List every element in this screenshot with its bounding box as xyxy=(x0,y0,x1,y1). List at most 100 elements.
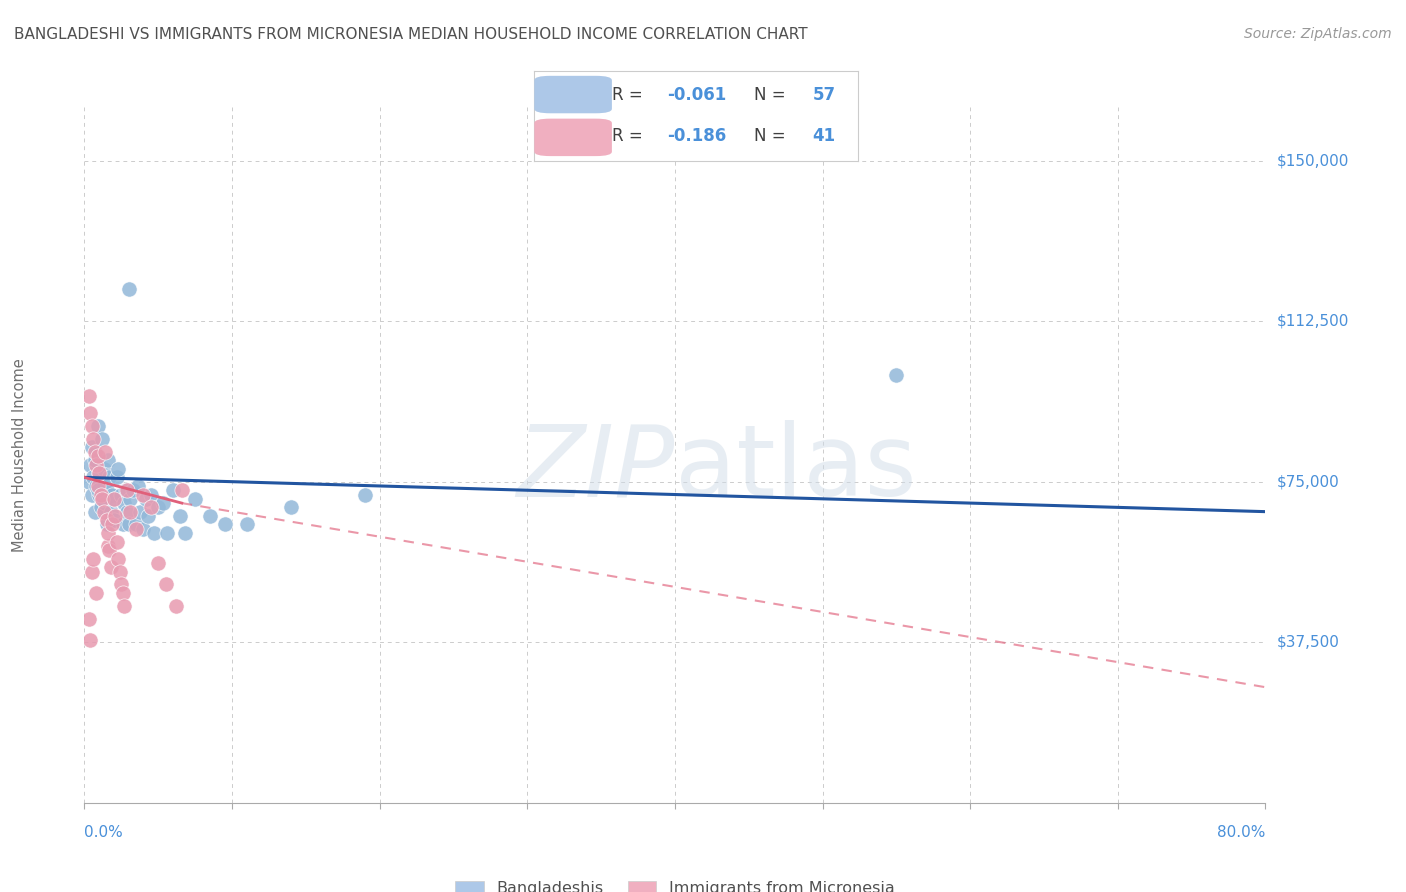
Point xyxy=(169,508,191,523)
Text: -0.186: -0.186 xyxy=(666,128,725,145)
Point xyxy=(91,491,114,506)
Text: 80.0%: 80.0% xyxy=(1218,825,1265,840)
Point xyxy=(96,513,118,527)
Point xyxy=(162,483,184,498)
Point xyxy=(125,522,148,536)
Text: -0.061: -0.061 xyxy=(666,87,725,104)
Point xyxy=(105,470,128,484)
Point xyxy=(91,432,114,446)
Point xyxy=(98,543,121,558)
Point xyxy=(83,505,105,519)
Point xyxy=(86,419,108,434)
Point xyxy=(198,508,221,523)
Point xyxy=(101,487,124,501)
Point xyxy=(112,599,135,613)
Text: R =: R = xyxy=(612,128,648,145)
Text: ZIP: ZIP xyxy=(516,420,675,517)
Point xyxy=(107,462,129,476)
Point xyxy=(93,462,115,476)
Point xyxy=(84,458,107,472)
Point xyxy=(184,491,207,506)
Text: 0.0%: 0.0% xyxy=(84,825,124,840)
Point xyxy=(135,491,157,506)
Point xyxy=(83,453,105,467)
Point xyxy=(142,526,165,541)
Text: $112,500: $112,500 xyxy=(1277,314,1348,328)
FancyBboxPatch shape xyxy=(534,76,612,113)
Point xyxy=(103,491,125,506)
Point xyxy=(80,419,103,434)
Point xyxy=(112,496,135,510)
Point xyxy=(97,526,120,541)
Point xyxy=(80,441,103,455)
Text: R =: R = xyxy=(612,87,648,104)
Point xyxy=(115,483,138,498)
Point xyxy=(108,565,131,579)
Point xyxy=(111,586,134,600)
Point xyxy=(148,556,170,570)
Legend: Bangladeshis, Immigrants from Micronesia: Bangladeshis, Immigrants from Micronesia xyxy=(449,874,901,892)
Point xyxy=(82,432,104,446)
Point xyxy=(86,483,108,498)
Point xyxy=(114,483,136,498)
Point xyxy=(139,487,162,501)
Point xyxy=(84,586,107,600)
Point xyxy=(94,496,117,510)
Point xyxy=(97,539,120,553)
Point xyxy=(87,466,111,480)
Point xyxy=(120,491,142,506)
Point xyxy=(87,466,111,480)
Point xyxy=(125,517,148,532)
Point xyxy=(107,551,129,566)
Text: $150,000: $150,000 xyxy=(1277,153,1348,168)
Text: Source: ZipAtlas.com: Source: ZipAtlas.com xyxy=(1244,27,1392,41)
Point xyxy=(94,444,117,458)
Point xyxy=(127,479,149,493)
Point xyxy=(132,487,155,501)
Point xyxy=(129,505,152,519)
Point xyxy=(82,470,104,484)
Point xyxy=(93,505,115,519)
Point xyxy=(79,406,101,420)
Point xyxy=(148,500,170,515)
Point xyxy=(97,453,120,467)
Text: BANGLADESHI VS IMMIGRANTS FROM MICRONESIA MEDIAN HOUSEHOLD INCOME CORRELATION CH: BANGLADESHI VS IMMIGRANTS FROM MICRONESI… xyxy=(14,27,807,42)
Text: 57: 57 xyxy=(813,87,835,104)
Point xyxy=(115,505,138,519)
Point xyxy=(93,479,115,493)
Text: N =: N = xyxy=(754,128,792,145)
Point xyxy=(118,282,141,296)
Point xyxy=(83,444,105,458)
Point xyxy=(77,475,100,489)
Point xyxy=(136,508,159,523)
Text: $75,000: $75,000 xyxy=(1277,475,1340,489)
Point xyxy=(104,508,127,523)
Point xyxy=(120,505,142,519)
Point xyxy=(77,612,100,626)
Point xyxy=(101,517,124,532)
Point xyxy=(110,487,132,501)
Point xyxy=(103,513,125,527)
Point xyxy=(90,500,112,515)
Point xyxy=(79,633,101,648)
Point xyxy=(214,517,236,532)
Point xyxy=(84,479,107,493)
Point xyxy=(280,500,302,515)
Text: atlas: atlas xyxy=(675,420,917,517)
Point xyxy=(122,483,145,498)
Text: 41: 41 xyxy=(813,128,835,145)
Point xyxy=(87,487,111,501)
Point xyxy=(132,522,155,536)
Point xyxy=(156,526,179,541)
Point xyxy=(173,526,195,541)
Point xyxy=(105,534,128,549)
Point xyxy=(80,565,103,579)
Point xyxy=(152,496,174,510)
Point xyxy=(86,479,108,493)
Point xyxy=(886,368,908,382)
Text: N =: N = xyxy=(754,87,792,104)
Point xyxy=(111,517,134,532)
Point xyxy=(82,551,104,566)
Point xyxy=(96,517,118,532)
FancyBboxPatch shape xyxy=(534,119,612,156)
